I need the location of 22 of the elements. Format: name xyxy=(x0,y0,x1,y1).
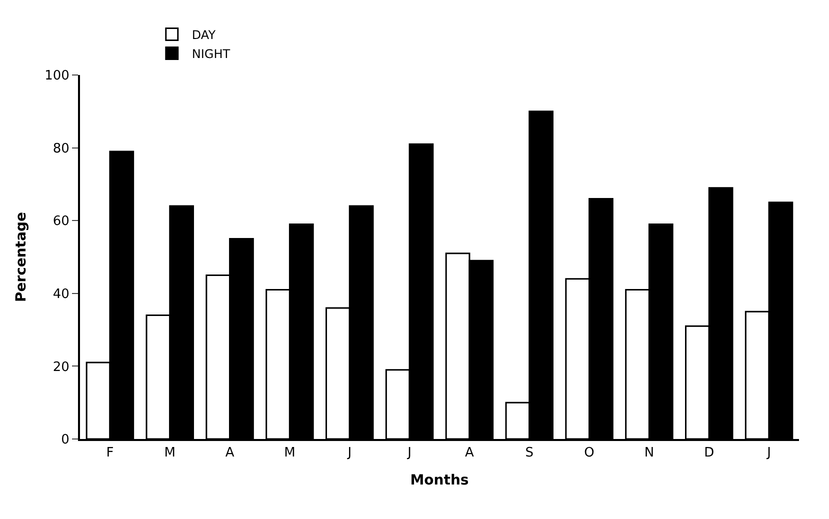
y-tick-label: 20 xyxy=(52,360,70,375)
y-tick-label: 60 xyxy=(52,214,70,230)
x-tick-label: M xyxy=(164,446,176,461)
x-tick-label: O xyxy=(584,446,594,461)
x-tick-label: S xyxy=(525,446,534,461)
y-axis-title: Percentage xyxy=(14,212,30,302)
x-tick-label: A xyxy=(465,446,474,461)
x-tick-label: D xyxy=(704,446,714,461)
x-axis-title: Months xyxy=(410,472,469,488)
x-tick-label: J xyxy=(346,446,352,461)
y-tick-label: 100 xyxy=(44,68,70,84)
y-tick-label: 0 xyxy=(61,432,70,448)
y-tick-label: 40 xyxy=(52,286,70,302)
x-tick-label: F xyxy=(106,446,114,461)
x-tick-label: M xyxy=(284,446,296,461)
x-tick-label: J xyxy=(406,446,412,461)
legend-label: DAY xyxy=(192,28,216,42)
x-tick-label: N xyxy=(644,446,654,461)
x-tick-label: J xyxy=(766,446,771,461)
y-tick-label: 80 xyxy=(52,141,70,156)
legend-label: NIGHT xyxy=(192,46,231,61)
x-tick-label: A xyxy=(225,446,234,461)
